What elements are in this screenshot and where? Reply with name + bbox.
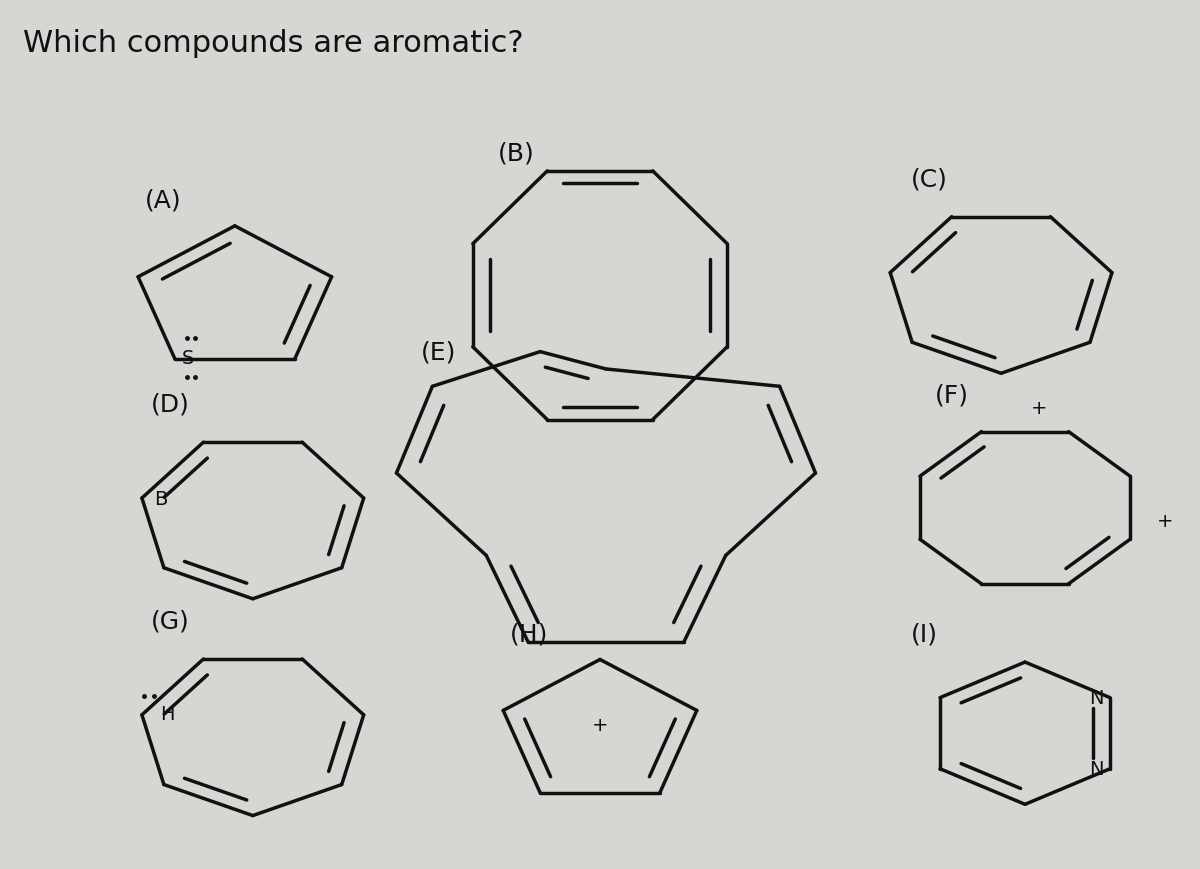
Text: N: N <box>1090 688 1104 707</box>
Text: (G): (G) <box>151 609 190 633</box>
Text: (A): (A) <box>145 189 181 213</box>
Text: B: B <box>154 489 167 508</box>
Text: (E): (E) <box>420 341 456 364</box>
Text: +: + <box>592 715 608 734</box>
Text: (C): (C) <box>911 167 948 191</box>
Text: +: + <box>1031 399 1048 418</box>
Text: Which compounds are aromatic?: Which compounds are aromatic? <box>23 29 523 58</box>
Text: +: + <box>1157 512 1174 531</box>
Text: (F): (F) <box>935 383 970 408</box>
Text: (D): (D) <box>151 392 190 416</box>
Text: (I): (I) <box>911 621 938 646</box>
Text: (H): (H) <box>510 621 548 646</box>
Text: S: S <box>182 348 194 368</box>
Text: (B): (B) <box>498 141 535 165</box>
Text: H: H <box>160 704 174 723</box>
Text: N: N <box>1090 760 1104 779</box>
